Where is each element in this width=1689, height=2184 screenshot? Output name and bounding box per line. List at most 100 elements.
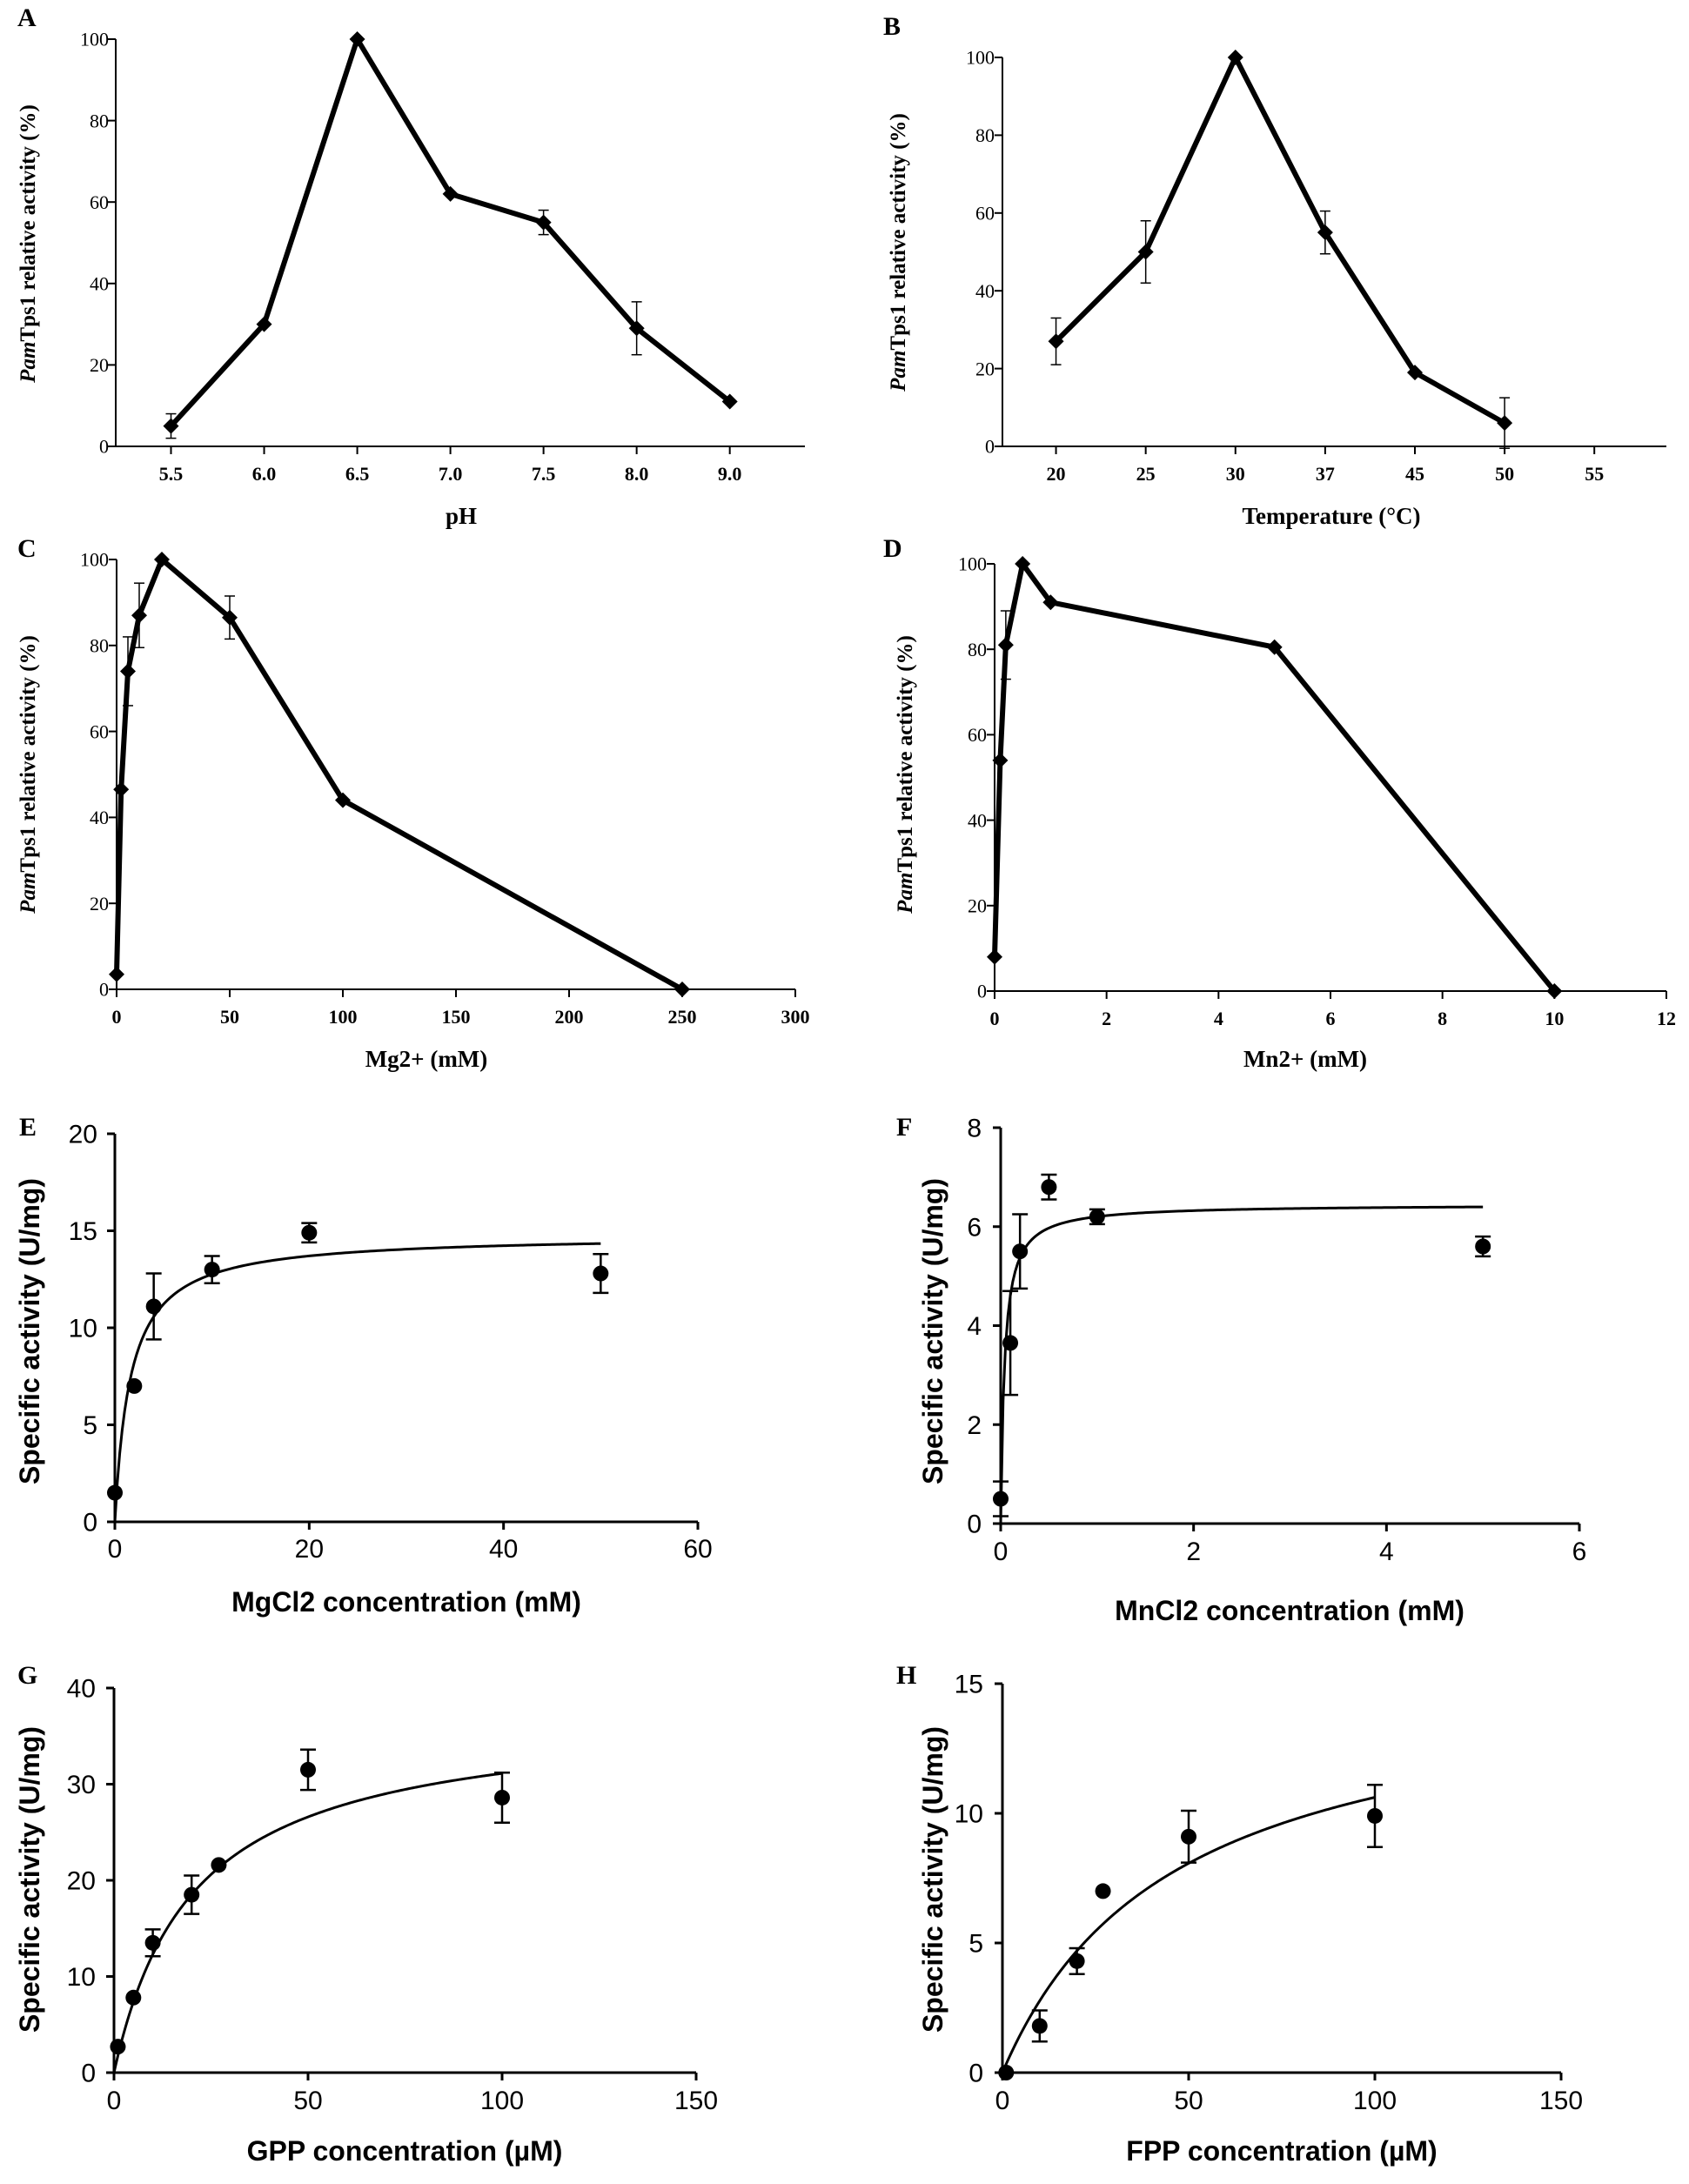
x-axis-label: Mg2+ (mM) xyxy=(365,1046,488,1072)
panel-g: 0 10 20 30 40 0 50 100 150 GPP concentration (µM)… xyxy=(14,1661,718,2167)
y-axis-label: Specific activity (U/mg) xyxy=(917,1178,948,1484)
data-point xyxy=(992,752,1009,768)
y-tick-label: 100 xyxy=(966,47,995,69)
x-axis-label: FPP concentration (µM) xyxy=(1126,2135,1437,2167)
data-point xyxy=(1317,224,1333,241)
fit-curve xyxy=(112,1772,503,2073)
y-tick-label: 4 xyxy=(967,1312,982,1341)
x-tick-label: 200 xyxy=(555,1006,584,1028)
y-axis-label-italic: Pam xyxy=(887,351,910,392)
x-tick-label: 30 xyxy=(1226,463,1245,485)
x-tick-label: 0 xyxy=(994,1538,1009,1566)
data-point xyxy=(1012,1243,1029,1260)
data-point xyxy=(349,31,365,47)
data-point xyxy=(1475,1238,1491,1255)
y-tick-label: 0 xyxy=(977,981,987,1002)
y-tick-label: 60 xyxy=(90,720,109,742)
x-tick-label: 100 xyxy=(329,1006,358,1028)
x-tick-label: 6 xyxy=(1572,1538,1587,1566)
x-tick-label: 100 xyxy=(1353,2087,1397,2115)
data-point xyxy=(1002,1335,1019,1351)
y-tick-label: 100 xyxy=(80,549,109,571)
data-point xyxy=(1048,333,1064,350)
data-point xyxy=(1266,639,1283,655)
y-axis-label-italic: Pam xyxy=(17,873,40,914)
panel-letter: E xyxy=(19,1113,37,1142)
y-axis-label-rest: Tps1 relative activity (%) xyxy=(887,113,910,350)
x-tick-label: 4 xyxy=(1379,1538,1394,1566)
data-point xyxy=(1406,365,1423,381)
x-tick-label: 50 xyxy=(220,1006,239,1028)
y-tick-label: 20 xyxy=(67,1867,96,1896)
x-tick-label: 2 xyxy=(1186,1538,1201,1566)
y-tick-label: 10 xyxy=(67,1963,96,1992)
data-point xyxy=(335,792,351,808)
x-tick-label: 150 xyxy=(1539,2087,1583,2115)
panel-letter: G xyxy=(17,1661,37,1690)
y-tick-label: 40 xyxy=(67,1675,96,1704)
y-axis-label-italic: Pam xyxy=(17,342,40,384)
x-tick-label: 45 xyxy=(1405,463,1424,485)
panel-b: 0 20 40 60 80 100 20 25 30 37 45 50 55 Temperature (°… xyxy=(883,12,1666,529)
data-point xyxy=(1181,1828,1196,1845)
x-tick-label: 40 xyxy=(489,1535,518,1564)
y-axis-label-italic: Pam xyxy=(894,873,917,914)
x-tick-label: 8.0 xyxy=(625,463,649,485)
x-tick-label: 6.0 xyxy=(252,463,277,485)
x-tick-label: 100 xyxy=(480,2087,524,2115)
y-tick-label: 60 xyxy=(968,724,987,746)
x-tick-label: 5.5 xyxy=(159,463,184,485)
panel-c: 0 20 40 60 80 100 0 50 100 150 200 250 300 Mg2+ (mM) P… xyxy=(17,534,810,1072)
y-tick-label: 20 xyxy=(968,895,987,917)
y-axis-label: PamTps1 relative activity (%) xyxy=(894,635,917,914)
x-tick-label: 2 xyxy=(1102,1008,1111,1029)
panel-d: 0 20 40 60 80 100 0 2 4 6 8 10 12 Mn2+ (mM) PamTps1 re… xyxy=(883,534,1676,1072)
data-point xyxy=(107,1484,123,1501)
x-tick-label: 0 xyxy=(990,1008,1000,1029)
data-point xyxy=(126,1377,143,1394)
y-tick-label: 40 xyxy=(90,807,109,828)
data-point xyxy=(1069,1953,1085,1969)
data-point xyxy=(145,1298,162,1315)
y-axis-label: Specific activity (U/mg) xyxy=(14,1726,45,2033)
series-line xyxy=(1054,55,1506,425)
data-point xyxy=(163,418,179,434)
y-axis-label: Specific activity (U/mg) xyxy=(917,1726,948,2033)
y-axis-label: PamTps1 relative activity (%) xyxy=(17,635,40,914)
y-tick-label: 0 xyxy=(968,2060,983,2088)
data-point xyxy=(1015,556,1031,572)
data-point xyxy=(154,552,170,567)
x-tick-label: 25 xyxy=(1136,463,1156,485)
y-tick-label: 5 xyxy=(83,1411,97,1440)
data-point xyxy=(1042,594,1059,611)
x-axis-label: pH xyxy=(446,503,477,529)
series-line xyxy=(114,557,684,992)
y-tick-label: 0 xyxy=(83,1509,97,1538)
x-tick-label: 20 xyxy=(295,1535,324,1564)
y-tick-label: 10 xyxy=(955,1800,983,1829)
data-point xyxy=(113,781,130,798)
x-tick-label: 10 xyxy=(1545,1008,1564,1029)
data-point xyxy=(125,1989,142,2006)
y-tick-label: 0 xyxy=(985,436,995,458)
y-tick-label: 0 xyxy=(99,979,109,1001)
y-tick-label: 15 xyxy=(955,1671,983,1699)
y-tick-label: 0 xyxy=(81,2060,96,2088)
x-tick-label: 300 xyxy=(781,1006,810,1028)
y-axis-label-rest: Tps1 relative activity (%) xyxy=(17,635,40,872)
y-tick-label: 30 xyxy=(67,1771,96,1799)
panel-letter: F xyxy=(896,1113,912,1142)
y-tick-label: 100 xyxy=(958,553,987,575)
x-tick-label: 150 xyxy=(442,1006,471,1028)
data-point xyxy=(1367,1807,1383,1824)
data-point xyxy=(300,1761,316,1778)
data-point xyxy=(1227,50,1243,65)
x-axis-label: Temperature (°C) xyxy=(1242,503,1420,529)
y-tick-label: 8 xyxy=(967,1115,982,1143)
y-tick-label: 10 xyxy=(69,1315,97,1343)
data-point xyxy=(184,1886,200,1903)
y-tick-label: 60 xyxy=(90,191,109,213)
x-tick-label: 0 xyxy=(108,1535,123,1564)
x-tick-label: 9.0 xyxy=(718,463,742,485)
x-axis-label: GPP concentration (µM) xyxy=(247,2135,563,2167)
